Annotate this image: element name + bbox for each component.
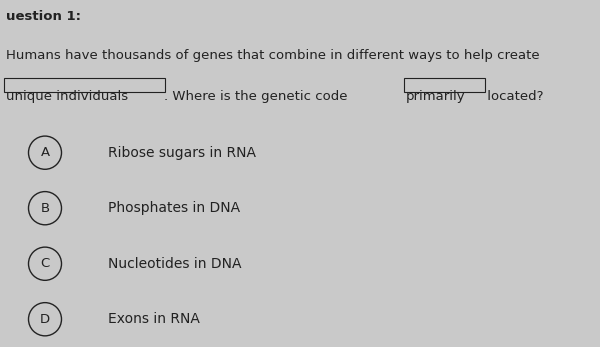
Text: unique individuals: unique individuals	[6, 90, 128, 103]
Text: A: A	[40, 146, 50, 159]
Text: Phosphates in DNA: Phosphates in DNA	[108, 201, 240, 215]
Text: . Where is the genetic code: . Where is the genetic code	[164, 90, 352, 103]
Text: B: B	[40, 202, 50, 215]
Text: primarily: primarily	[406, 90, 466, 103]
Text: D: D	[40, 313, 50, 326]
Text: uestion 1:: uestion 1:	[6, 10, 81, 23]
Text: C: C	[40, 257, 50, 270]
Text: Nucleotides in DNA: Nucleotides in DNA	[108, 257, 241, 271]
Bar	[4, 78, 166, 92]
Text: Exons in RNA: Exons in RNA	[108, 312, 200, 326]
Text: Humans have thousands of genes that combine in different ways to help create: Humans have thousands of genes that comb…	[6, 49, 539, 61]
Text: located?: located?	[483, 90, 543, 103]
Text: Ribose sugars in RNA: Ribose sugars in RNA	[108, 146, 256, 160]
Bar	[404, 78, 485, 92]
